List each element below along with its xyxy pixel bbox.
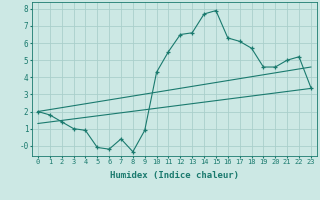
X-axis label: Humidex (Indice chaleur): Humidex (Indice chaleur) <box>110 171 239 180</box>
